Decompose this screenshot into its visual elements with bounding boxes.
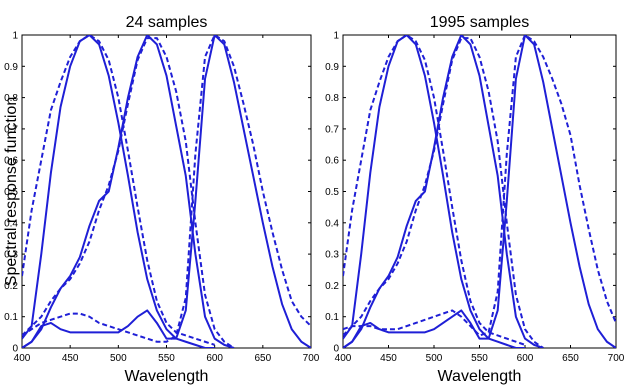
y-tick-label: 0.8 bbox=[4, 93, 18, 104]
x-tick-label: 650 bbox=[254, 353, 271, 364]
panel-1995-samples: 1995 samples Wavelength 400 450 500 550 600 650… bbox=[325, 14, 625, 385]
x-tick-label: 500 bbox=[110, 353, 127, 364]
chart-title: 24 samples bbox=[126, 14, 208, 31]
y-tick-label: 0 bbox=[333, 344, 339, 355]
x-tick-label: 550 bbox=[158, 353, 175, 364]
y-tick-label: 0.4 bbox=[325, 218, 339, 229]
x-tick-label: 450 bbox=[62, 353, 79, 364]
series-line-2-solid bbox=[343, 35, 544, 348]
x-tick-label: 700 bbox=[303, 353, 320, 364]
series-line-2-solid bbox=[22, 35, 235, 348]
x-tick-label: 650 bbox=[562, 353, 579, 364]
chart-title: 1995 samples bbox=[430, 14, 530, 31]
y-tick-label: 0.6 bbox=[325, 156, 339, 167]
x-tick-label: 400 bbox=[14, 353, 31, 364]
y-tick-label: 0.9 bbox=[4, 62, 18, 73]
x-tick-label: 550 bbox=[471, 353, 488, 364]
x-tick-label: 400 bbox=[335, 353, 352, 364]
x-tick-label: 600 bbox=[517, 353, 534, 364]
y-tick-label: 0.7 bbox=[4, 124, 18, 135]
series-line-1-dashed bbox=[343, 35, 526, 346]
y-tick-label: 0.2 bbox=[4, 281, 18, 292]
y-axis-label: Spectral response function bbox=[3, 97, 20, 286]
panel-24-samples: 24 samples Wavelength 400 450 500 550 600 650 70… bbox=[4, 14, 320, 385]
y-tick-label: 0.4 bbox=[4, 218, 18, 229]
x-tick-label: 700 bbox=[608, 353, 625, 364]
y-tick-label: 0.6 bbox=[4, 156, 18, 167]
y-tick-label: 0.5 bbox=[325, 187, 339, 198]
x-tick-label: 450 bbox=[380, 353, 397, 364]
x-axis-label: Wavelength bbox=[125, 368, 209, 385]
y-tick-label: 0.3 bbox=[325, 250, 339, 261]
series-line-4-solid bbox=[22, 35, 311, 348]
series-line-0-solid bbox=[22, 35, 215, 348]
series-line-3-dashed bbox=[343, 37, 544, 348]
x-axis-label: Wavelength bbox=[438, 368, 522, 385]
x-tick-label: 600 bbox=[206, 353, 223, 364]
y-tick-label: 0 bbox=[12, 344, 18, 355]
series-line-1-dashed bbox=[22, 35, 215, 346]
y-tick-label: 1 bbox=[333, 31, 339, 42]
series-group bbox=[343, 35, 616, 348]
y-tick-label: 0.9 bbox=[325, 62, 339, 73]
y-tick-label: 0.2 bbox=[325, 281, 339, 292]
plot-frame bbox=[21, 34, 312, 349]
y-tick-label: 0.8 bbox=[325, 93, 339, 104]
y-tick-label: 0.1 bbox=[325, 312, 339, 323]
y-tick-label: 1 bbox=[12, 31, 18, 42]
y-tick-label: 0.1 bbox=[4, 312, 18, 323]
series-line-3-dashed bbox=[22, 37, 235, 348]
plot-frame bbox=[342, 34, 617, 349]
y-tick-label: 0.5 bbox=[4, 187, 18, 198]
series-line-4-solid bbox=[343, 35, 616, 348]
series-line-0-solid bbox=[343, 35, 525, 348]
y-tick-label: 0.7 bbox=[325, 124, 339, 135]
x-tick-label: 500 bbox=[426, 353, 443, 364]
series-group bbox=[22, 35, 311, 348]
y-tick-label: 0.3 bbox=[4, 250, 18, 261]
series-line-5-dashed bbox=[22, 35, 311, 343]
